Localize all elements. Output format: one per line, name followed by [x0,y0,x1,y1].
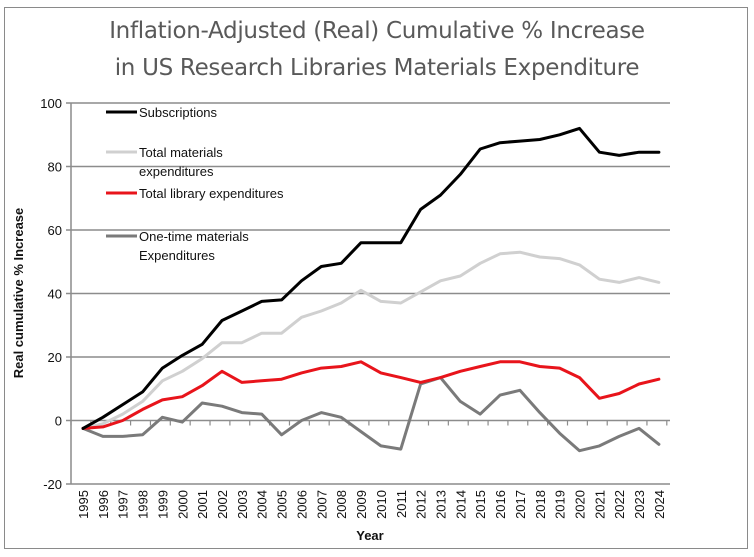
legend-label: Total materials [139,145,223,160]
x-tick-label: 2003 [235,490,250,519]
series-line-total-materials-expenditures [81,250,661,430]
y-tick-label: -20 [43,477,62,492]
x-tick-label: 2007 [314,490,329,519]
x-tick-label: 1996 [96,490,111,519]
x-tick-label: 2009 [354,490,369,519]
x-tick-label: 2019 [553,490,568,519]
y-tick-label: 60 [48,223,62,238]
y-tick-label: 20 [48,350,62,365]
x-tick-label: 2000 [175,490,190,519]
x-tick-label: 2014 [453,490,468,519]
x-tick-label: 2012 [414,490,429,519]
chart-frame [4,7,748,549]
x-tick-label: 2004 [255,490,270,519]
x-tick-label: 2011 [394,490,409,518]
x-tick-label: 2005 [275,490,290,519]
x-tick-label: 2002 [215,490,230,519]
x-tick-label: 2022 [612,490,627,519]
legend-item: One-time materials Expenditures [106,229,249,263]
legend-label: expenditures [139,164,214,179]
x-tick-label: 2015 [473,490,488,519]
y-tick-label: 100 [40,96,62,111]
legend-label: Total library expenditures [139,186,284,201]
legend-item: Total materials expenditures [106,145,223,179]
x-tick-label: 2023 [632,490,647,519]
legend-label: One-time materials [139,229,249,244]
series-line-subscriptions [81,126,661,430]
legend-item: Subscriptions [106,105,218,120]
series-line-total-library-expenditures [81,360,661,430]
y-axis-title: Real cumulative % Increase [11,208,26,379]
x-tick-label: 2006 [294,490,309,519]
chart-title-line-2: in US Research Libraries Materials Expen… [114,55,640,81]
series-line-one-time-materials-expenditures [81,376,661,453]
x-tick-label: 2001 [195,490,210,519]
x-tick-label: 2013 [433,490,448,519]
x-axis-title: Year [356,528,383,543]
x-tick-label: 2020 [573,490,588,519]
y-tick-label: 40 [48,287,62,302]
x-tick-label: 1998 [136,490,151,519]
legend-label: Subscriptions [139,105,218,120]
x-tick-label: 1995 [76,490,91,519]
x-tick-label: 1997 [116,490,131,519]
chart-title-line-1: Inflation-Adjusted (Real) Cumulative % I… [109,18,645,44]
x-tick-label: 2021 [592,490,607,519]
series-lines [81,126,661,453]
x-tick-label: 2018 [533,490,548,519]
y-tick-label: 80 [48,160,62,175]
x-tick-label: 2016 [493,490,508,519]
x-tick-label: 1999 [155,490,170,519]
x-tick-label: 2017 [513,490,528,519]
x-tick-label: 2024 [652,490,667,519]
legend: Subscriptions Total materials expenditures… [106,105,284,263]
x-tick-label: 2010 [374,490,389,519]
y-tick-label: 0 [55,414,62,429]
legend-label: Expenditures [139,248,215,263]
legend-item: Total library expenditures [106,186,284,201]
x-tick-label: 2008 [334,490,349,519]
x-axis: 1995 1996 1997 1998 1999 2000 2001 2002 2003 2004… [70,420,668,519]
